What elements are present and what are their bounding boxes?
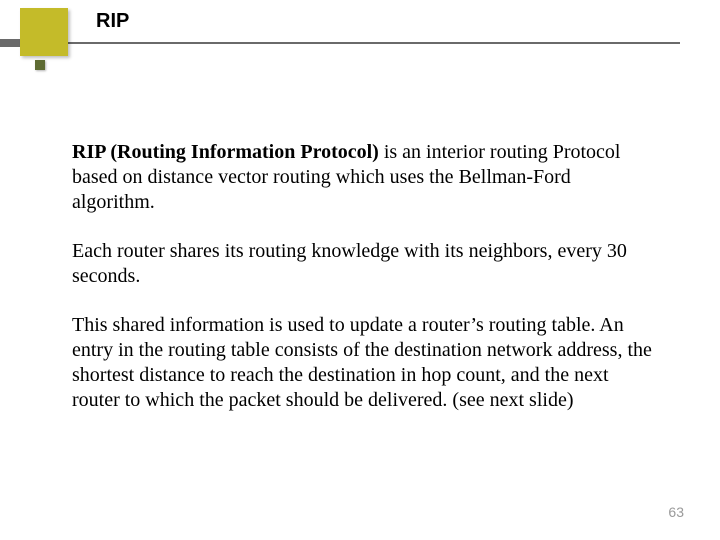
header-rule bbox=[0, 42, 680, 44]
accent-square-icon bbox=[35, 60, 45, 70]
page-number: 63 bbox=[668, 504, 684, 520]
title-square-icon bbox=[20, 8, 68, 56]
paragraph-2-rest: Each router shares its routing knowledge… bbox=[72, 240, 627, 287]
paragraph-2: Each router shares its routing knowledge… bbox=[72, 239, 652, 289]
slide-title: RIP bbox=[96, 10, 129, 33]
paragraph-1: RIP (Routing Information Protocol) is an… bbox=[72, 140, 652, 215]
header-rule-stub bbox=[0, 39, 20, 47]
slide: RIP RIP (Routing Information Protocol) i… bbox=[0, 0, 720, 540]
paragraph-3-rest: This shared information is used to updat… bbox=[72, 314, 652, 411]
body-text: RIP (Routing Information Protocol) is an… bbox=[72, 140, 652, 437]
paragraph-1-bold: RIP (Routing Information Protocol) bbox=[72, 141, 384, 163]
paragraph-3: This shared information is used to updat… bbox=[72, 313, 652, 413]
